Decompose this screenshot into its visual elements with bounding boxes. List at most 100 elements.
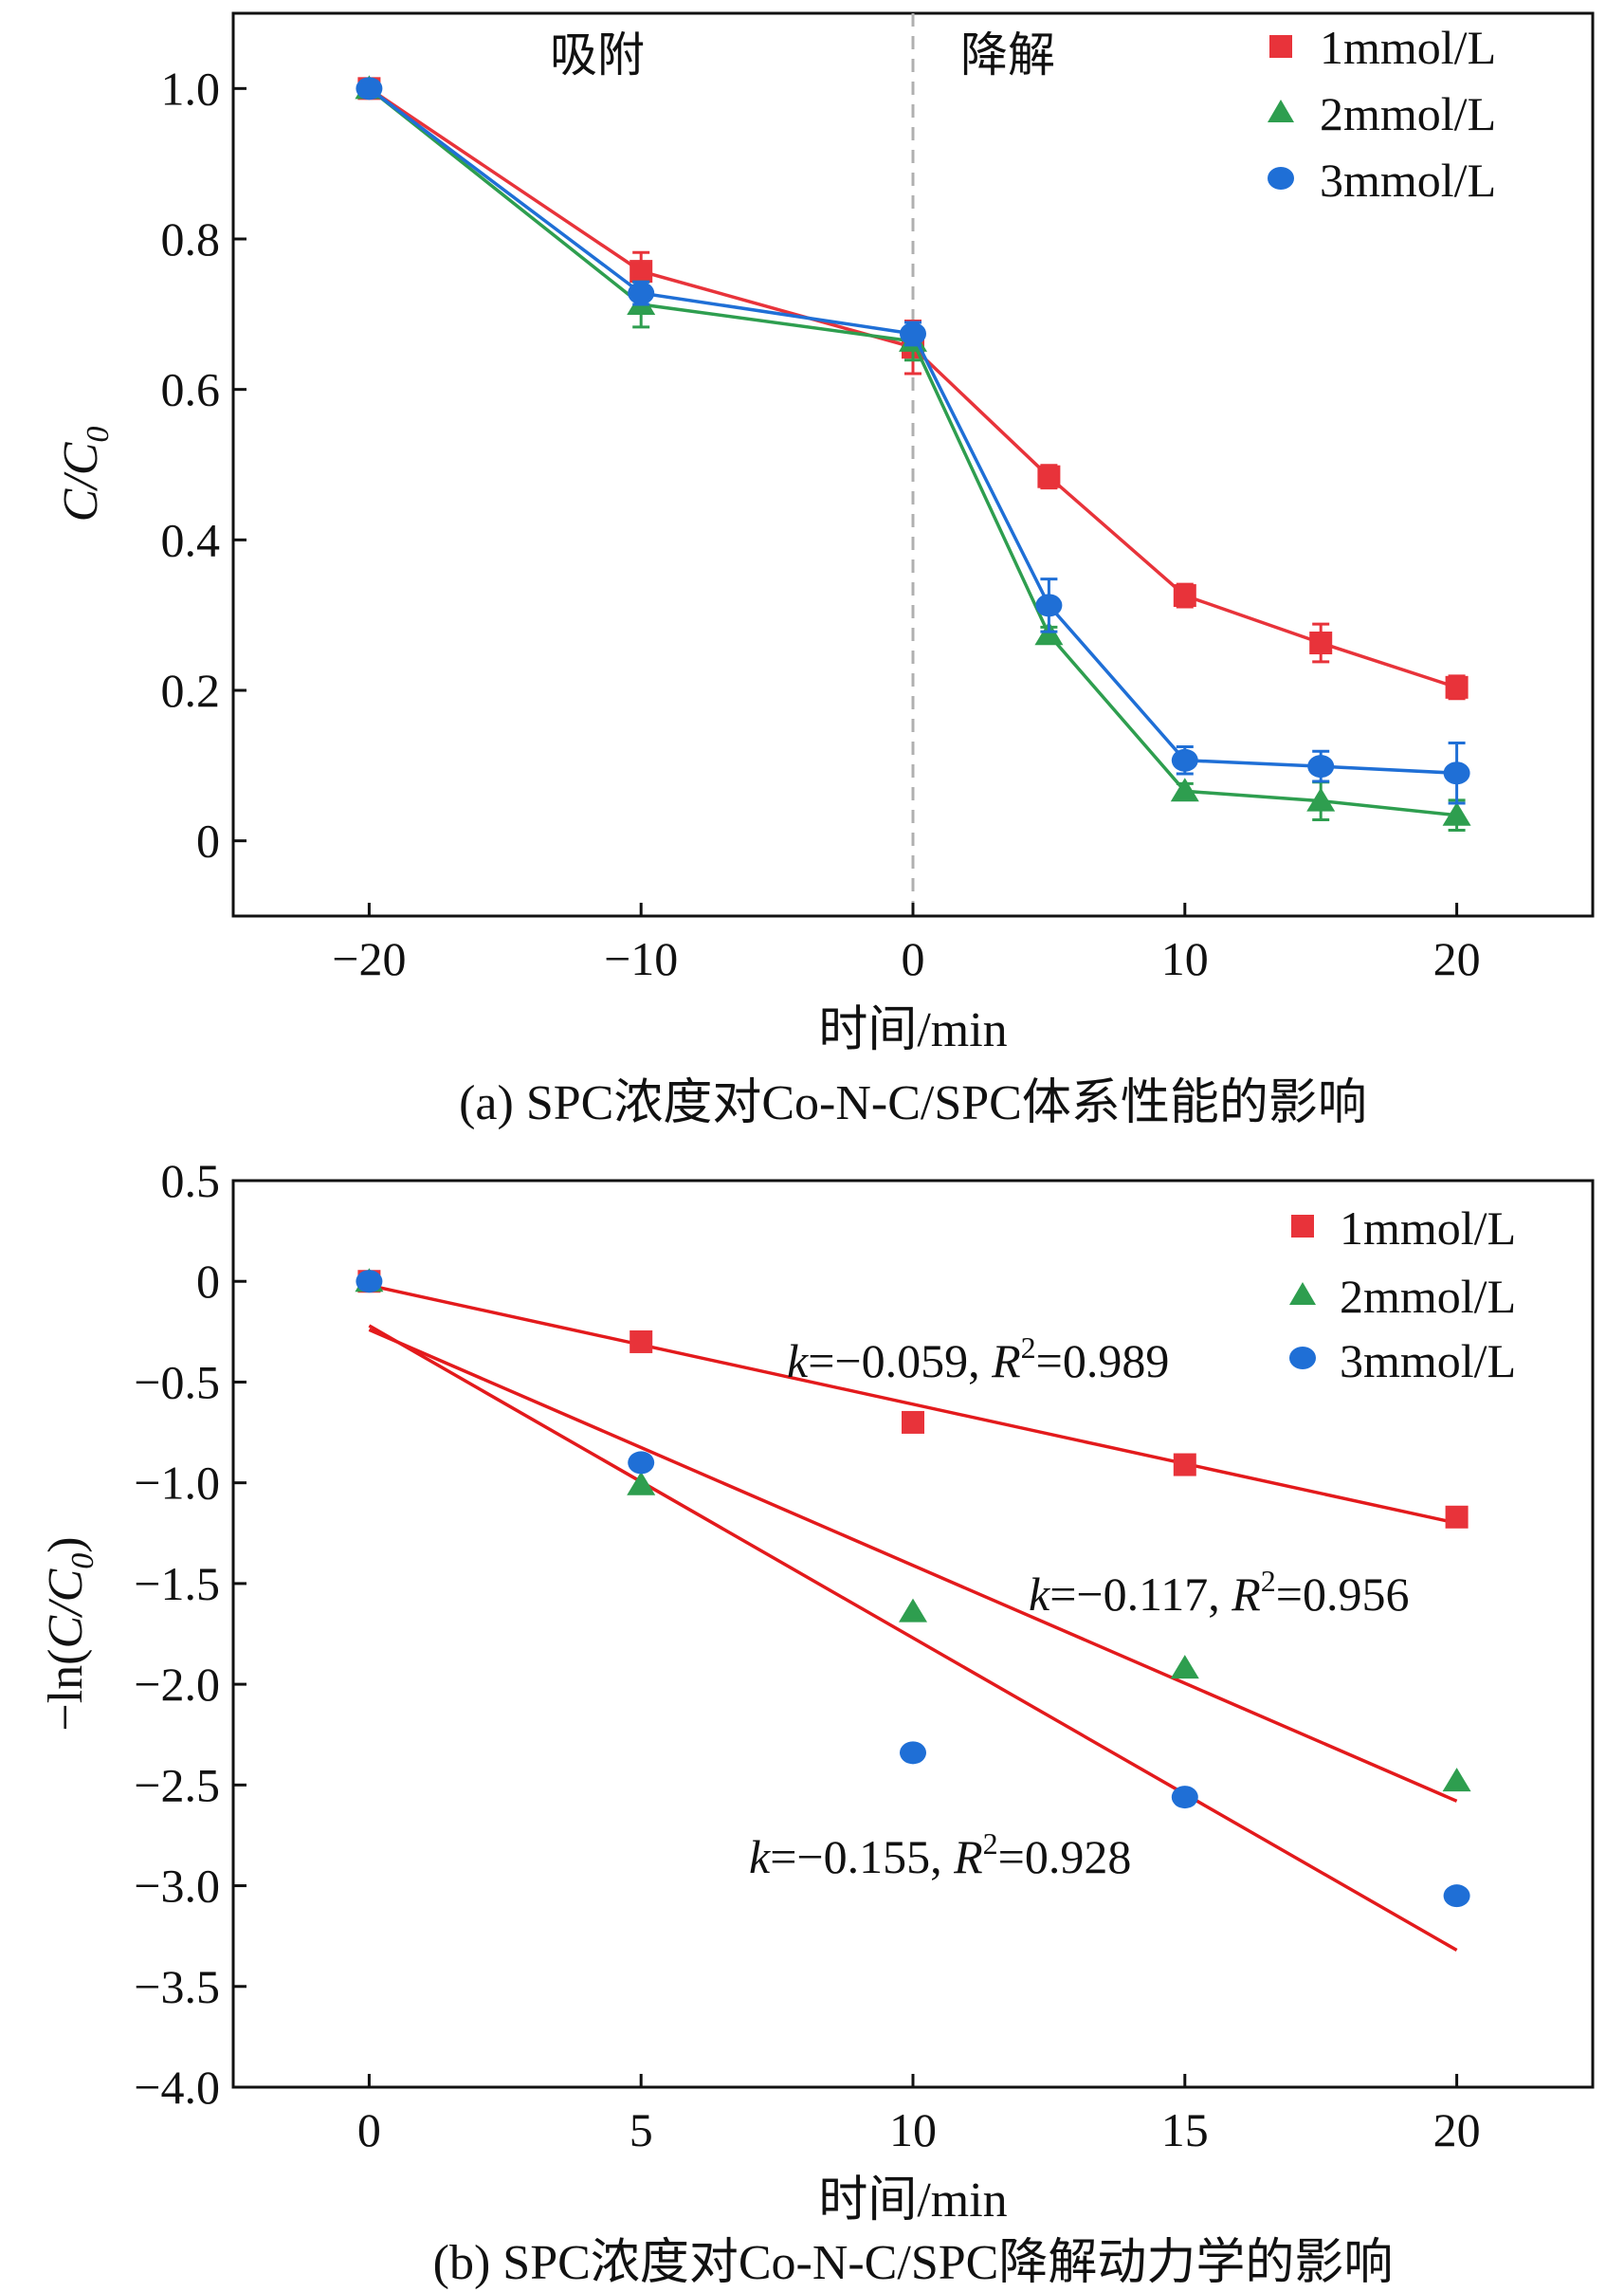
fit-annotation-2-k-value: −0.117 [1076,1568,1208,1621]
legend-b-marker-3 [1289,1347,1316,1369]
panel-b-y-label-prefix: −ln( [39,1649,93,1732]
legend-b-marker-2 [1289,1282,1316,1305]
panel-a-y-tick-label: 0.4 [161,513,221,566]
series-a-point-2 [1034,621,1064,646]
series-a-point-2 [1170,778,1199,802]
legend-b-label-3: 3mmol/L [1340,1334,1516,1387]
panel-a-x-axis: −20 −10 0 10 20 [332,903,1481,985]
panel-a-y-tick-label: 0.2 [161,664,221,717]
fit-annotation-3: k=−0.155, R2=0.928 [749,1826,1131,1883]
panel-b-x-tick-label: 0 [357,2103,381,2156]
fit-line-1 [369,1283,1457,1525]
panel-b-y-label-suffix: ) [39,1536,93,1552]
panel-a-y-tick-label: 0.6 [161,363,221,416]
panel-b-y-label: −ln(C/C0) [39,1536,100,1731]
panel-b-y-label-sub: 0 [65,1553,100,1569]
fit-annotation-2-r: R [1231,1568,1261,1621]
series-b-point-2 [899,1598,927,1623]
legend-a-label-2: 2mmol/L [1320,87,1496,140]
fit-annotation-2: k=−0.117, R2=0.956 [1029,1564,1410,1621]
series-a-point-1 [1309,632,1333,655]
panel-b-x-label: 时间/min [818,2173,1007,2228]
fit-annotation-2-r2-value: 0.956 [1303,1568,1410,1621]
legend-b-label-2: 2mmol/L [1340,1270,1516,1323]
panel-b-y-tick-label: −3.0 [134,1860,220,1913]
panel-a: 吸附 降解 0 0.2 0.4 0.6 0.8 1.0 −20 −10 0 10 20 1mmol… [54,11,1595,1130]
fit-line-2 [368,1328,1458,1803]
panel-b: 0.5 0 −0.5 −1.0 −1.5 −2.0 −2.5 −3.0 −3.5 −4.0 0 5 1… [39,1154,1595,2290]
series-b-point-2 [1442,1768,1471,1792]
legend-a-marker-2 [1268,100,1294,122]
fit-annotation-3-r2-value: 0.928 [1025,1830,1132,1883]
fit-annotation-1-r2-value: 0.989 [1063,1334,1170,1387]
panel-a-y-axis: 0 0.2 0.4 0.6 0.8 1.0 [161,62,246,868]
series-b-point-3 [628,1451,655,1475]
panel-b-x-tick-label: 20 [1433,2103,1481,2156]
region-label-adsorption: 吸附 [550,28,645,83]
series-a-point-3 [1443,761,1470,785]
panel-b-y-tick-label: −2.0 [134,1658,220,1711]
series-b-point-1 [1445,1505,1469,1529]
fit-annotation-1-k: k [787,1334,809,1387]
panel-a-series [355,75,1471,833]
panel-b-y-tick-label: −1.0 [134,1457,220,1510]
fit-line-3 [368,1324,1458,1953]
fit-annotation-2-r-power: 2 [1261,1564,1276,1598]
region-label-degradation: 降解 [960,28,1055,83]
series-b-point-3 [1171,1786,1198,1809]
series-b-point-3 [356,1270,383,1293]
series-a-point-3 [1307,755,1335,779]
fit-annotation-2-k: k [1029,1568,1050,1621]
series-b-point-2 [627,1471,656,1495]
series-a-point-3 [356,77,383,101]
panel-a-y-tick-label: 0 [196,815,220,868]
series-b-point-3 [900,1741,926,1765]
series-b-point-1 [1173,1453,1196,1476]
legend-a-marker-3 [1268,167,1294,190]
panel-a-x-tick-label: −20 [332,932,406,985]
legend-a-marker-1 [1269,35,1292,58]
legend-a-label-3: 3mmol/L [1320,154,1496,207]
panel-a-y-label-main: C/C [54,441,108,522]
fit-annotation-3-r: R [953,1830,983,1883]
fit-annotation-3-k-value: −0.155 [796,1830,930,1883]
series-a-point-1 [1173,584,1196,608]
fit-annotation-1: k=−0.059, R2=0.989 [787,1330,1169,1387]
panel-b-y-tick-label: −2.5 [134,1758,220,1811]
series-a-point-2 [1442,801,1471,826]
panel-b-y-tick-label: −1.5 [134,1557,220,1610]
panel-a-y-tick-label: 0.8 [161,212,221,266]
series-a-point-1 [630,260,653,284]
panel-b-legend: 1mmol/L 2mmol/L 3mmol/L [1289,1201,1516,1387]
panel-a-x-tick-label: 0 [902,932,925,985]
panel-b-x-tick-label: 5 [630,2103,653,2156]
series-a-point-3 [900,321,926,345]
legend-a-label-1: 1mmol/L [1320,21,1496,74]
panel-b-caption: (b) SPC浓度对Co-N-C/SPC降解动力学的影响 [433,2236,1394,2290]
panel-b-y-tick-label: −4.0 [134,2061,220,2114]
panel-b-y-label-main: C/C [39,1568,93,1648]
series-b-point-1 [902,1410,924,1434]
series-a-point-1 [1445,675,1469,699]
panel-a-y-label-sub: 0 [81,427,116,443]
series-a-point-2 [1306,787,1336,812]
fit-annotation-1-r-power: 2 [1021,1330,1036,1365]
panel-b-y-tick-label: 0 [196,1255,220,1308]
panel-b-fit-lines [368,1283,1458,1953]
panel-b-y-tick-label: −3.5 [134,1960,220,2013]
panel-a-legend: 1mmol/L 2mmol/L 3mmol/L [1268,21,1496,207]
panel-a-x-tick-label: −10 [604,932,678,985]
panel-a-x-tick-label: 20 [1433,932,1481,985]
panel-a-frame [231,11,1595,918]
series-a-point-3 [1035,594,1063,617]
fit-annotation-1-k-value: −0.059 [834,1334,968,1387]
panel-a-caption: (a) SPC浓度对Co-N-C/SPC体系性能的影响 [459,1076,1367,1130]
legend-b-marker-1 [1291,1215,1314,1238]
panel-b-y-tick-label: −0.5 [134,1355,220,1408]
series-a-point-3 [628,282,655,305]
legend-b-label-1: 1mmol/L [1340,1201,1516,1255]
panel-a-x-tick-label: 10 [1161,932,1209,985]
panel-a-y-tick-label: 1.0 [161,62,221,115]
panel-b-series [355,1268,1471,1908]
panel-a-y-label: C/C0 [54,427,116,523]
